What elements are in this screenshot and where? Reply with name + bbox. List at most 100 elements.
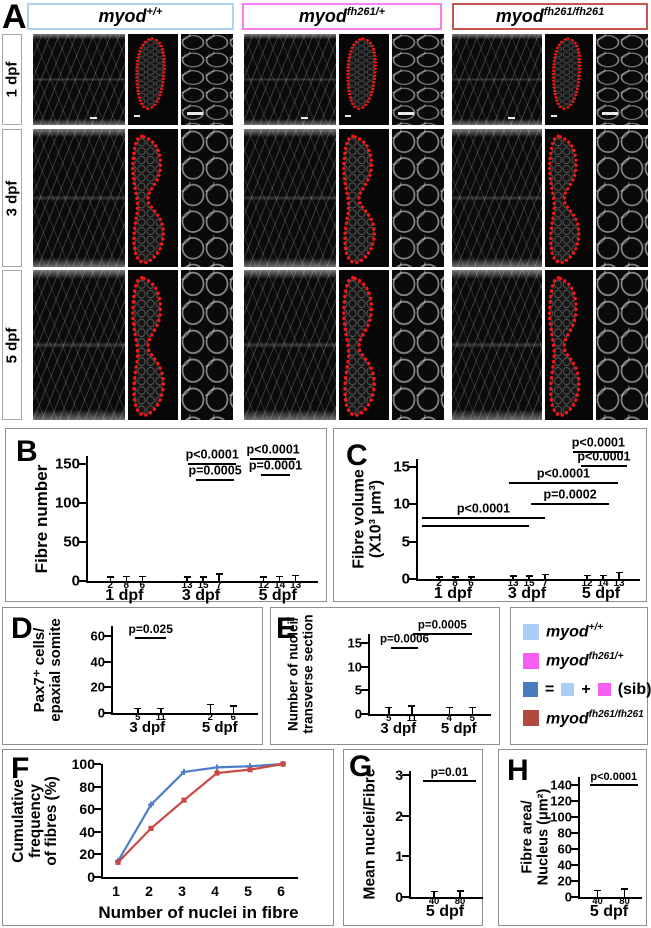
p-value-label-0: p<0.0001 [590,770,638,783]
micrograph-closeup-r2-g3 [596,129,648,267]
x-label-5dpf: 5 dpf [440,720,477,737]
error-bar-stem [586,576,588,579]
y-tick-mark [409,540,416,543]
x-label-3dpf: 3 dpf [380,720,417,737]
error-bar-cap [541,573,549,576]
error-bar-stem [202,577,204,581]
y-tick-100: 100 [71,756,95,772]
red-dotted-outline [551,37,582,110]
genotype-label-0: myod+/+ [98,6,163,26]
row-label-text: 1 dpf [3,61,21,98]
micrograph-lateral-r3-g3 [452,270,542,420]
bar-group-3dpf: 5 11 [370,634,431,723]
closeup-cells-drawing [181,270,233,420]
micrograph-lateral-r1-g1 [33,34,125,125]
y-tick-mark [94,763,101,765]
error-bar-stem [618,573,620,579]
x-axis-labels-e: 3 dpf 5 dpf [368,720,489,737]
y-tick-mark [409,578,416,580]
panel-g: G Mean nuclei/Fibre 0 1 2 3 40 80 p=0.01 5 dpf [343,749,483,926]
x-label-1dpf: 1 dpf [105,587,144,604]
genotype-header-1: myodfh261/+ [242,3,442,30]
red-dotted-outline [346,37,377,110]
n-count-label: 2 [207,712,213,723]
micrograph-lateral-r1-g2 [244,34,336,125]
bar-group-3dpf: 13 15 7 [165,456,242,591]
marker-hom [148,825,154,832]
p-value-label-2: p<0.0001 [536,466,590,481]
error-bar-cap [615,571,623,573]
error-bar-cap [467,576,475,578]
micrograph-lateral-r2-g3 [452,129,542,267]
n-count-label: 8 [452,578,458,589]
panel-e-letter: E [276,612,297,645]
marker-sib [214,764,220,771]
n-count-label: 5 [135,712,141,723]
y-tick-mark [79,540,86,543]
significance-line-0 [423,780,476,783]
error-bar-cap [435,576,443,578]
n-count-label: 2 [107,580,114,591]
error-bar-stem [602,576,604,579]
y-tick-1: 1 [395,848,403,865]
error-bar-stem [209,705,211,713]
genotype-header-2: myodfh261/fh261 [452,3,648,30]
closeup-cells-drawing [392,129,444,267]
row-label-text: 3 dpf [3,180,21,216]
line-series-sib [117,762,284,862]
x-label-5dpf: 5 dpf [581,585,621,602]
significance-line-0 [589,783,638,786]
marker-hom [115,859,121,865]
y-tick-mark [402,855,409,858]
micrograph-lateral-r1-g3 [452,34,542,125]
y-tick-mark [361,689,368,692]
bar-group-3dpf: 5 11 [113,626,186,722]
panel-h: H Fibre area/Nucleus (μm²) 0 20 40 60 80 100 120… [498,749,647,926]
n-count-label: 15 [197,580,209,591]
y-tick-20: 20 [557,873,572,889]
transverse-section-drawing [128,270,178,420]
p-value-label-0: p<0.0001 [185,447,239,462]
x-axis-labels-h: 5 dpf [578,903,640,921]
y-tick-mark [571,832,578,834]
y-tick-100: 100 [550,809,572,825]
transverse-section-drawing [339,129,389,267]
x-label-5dpf: 5 dpf [589,903,629,920]
error-bar-stem [448,708,450,714]
significance-line-1 [196,478,235,481]
error-bar-stem [141,577,144,581]
row-label-1dpf: 1 dpf [2,34,22,125]
n-count-label: 11 [155,712,166,723]
micrograph-closeup-r2-g1 [181,129,233,267]
micrograph-closeup-r1-g3 [596,34,648,125]
legend-label-1: myodfh261/+ [546,651,624,670]
n-count-label: 7 [216,580,222,591]
y-tick-0: 0 [71,572,80,590]
y-tick-40: 40 [90,654,105,670]
x-tick-1: 1 [112,883,120,899]
error-bar-cap [215,573,223,575]
legend-equals: = [545,680,555,698]
legend-swatch-sib [523,682,538,698]
row-label-5dpf: 5 dpf [2,270,22,420]
bar-group-3dpf: 13 15 7 [492,459,566,589]
error-bar-stem [160,709,162,713]
n-count-label: 13 [613,578,625,589]
error-bar-stem [411,706,413,714]
plot-area-g: 0 1 2 3 40 80 p=0.01 [395,766,483,906]
y-tick-mark [571,800,578,802]
y-axis-title-d: Pax7⁺ cells/epaxial somite [30,617,64,722]
error-bar-stem [433,892,435,897]
y-tick-mark [79,501,86,504]
micrograph-closeup-r2-g2 [392,129,444,267]
y-tick-mark [571,864,578,866]
panel-c-letter: C [346,439,368,472]
y-tick-120: 120 [550,793,572,809]
red-dotted-outline [135,37,166,110]
error-bar-stem [438,577,440,579]
n-count-label: 13 [507,578,519,589]
n-count-label: 80 [619,896,630,907]
error-bar-stem [470,577,472,579]
error-bar-cap [206,703,214,706]
